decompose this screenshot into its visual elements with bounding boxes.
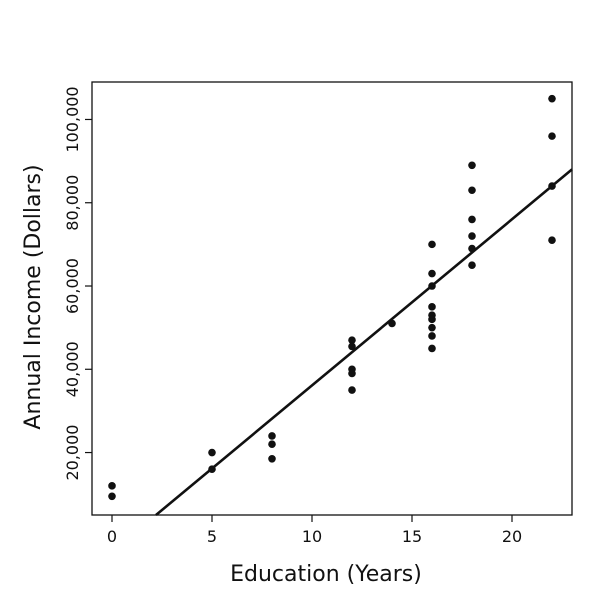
- data-point: [108, 492, 116, 501]
- points-layer: [108, 94, 556, 501]
- data-point: [428, 344, 436, 353]
- regression-line: [155, 168, 573, 516]
- x-tick-label: 10: [302, 527, 322, 546]
- data-point: [348, 336, 356, 344]
- data-point: [548, 132, 556, 140]
- x-tick-label: 20: [502, 527, 522, 546]
- data-point: [108, 482, 116, 490]
- x-axis-title: Education (Years): [230, 562, 422, 587]
- y-axis-title: Annual Income (Dollars): [21, 164, 46, 429]
- data-point: [348, 386, 356, 394]
- y-tick-label: 100,000: [63, 86, 82, 152]
- data-point: [428, 269, 436, 278]
- regression-line-layer: [155, 168, 573, 516]
- data-point: [428, 303, 436, 311]
- data-point: [548, 94, 556, 103]
- y-tick-label: 20,000: [63, 425, 82, 481]
- data-point: [468, 161, 476, 170]
- data-point: [428, 315, 436, 324]
- data-point: [268, 454, 276, 463]
- x-tick-label: 15: [402, 527, 422, 546]
- data-point: [468, 186, 476, 195]
- data-point: [348, 342, 356, 351]
- axes-layer: [91, 81, 573, 516]
- y-tick-label: 80,000: [63, 175, 82, 231]
- data-point: [208, 448, 216, 457]
- y-tick-label: 60,000: [63, 258, 82, 314]
- y-tick-label: 40,000: [63, 341, 82, 397]
- plot-frame: [91, 81, 573, 516]
- data-point: [268, 440, 276, 449]
- x-tick-label: 0: [107, 527, 117, 546]
- data-point: [548, 236, 556, 245]
- data-point: [468, 215, 476, 224]
- data-point: [468, 261, 476, 269]
- data-point: [428, 332, 436, 340]
- data-point: [428, 323, 436, 332]
- data-point: [428, 240, 436, 249]
- data-point: [268, 432, 276, 440]
- data-point: [468, 232, 476, 240]
- data-point: [348, 369, 356, 378]
- ticks-layer: 0 5 10 15 20 20,000 40,000 60,000 80,000 100,000: [63, 86, 522, 546]
- x-tick-label: 5: [207, 527, 217, 546]
